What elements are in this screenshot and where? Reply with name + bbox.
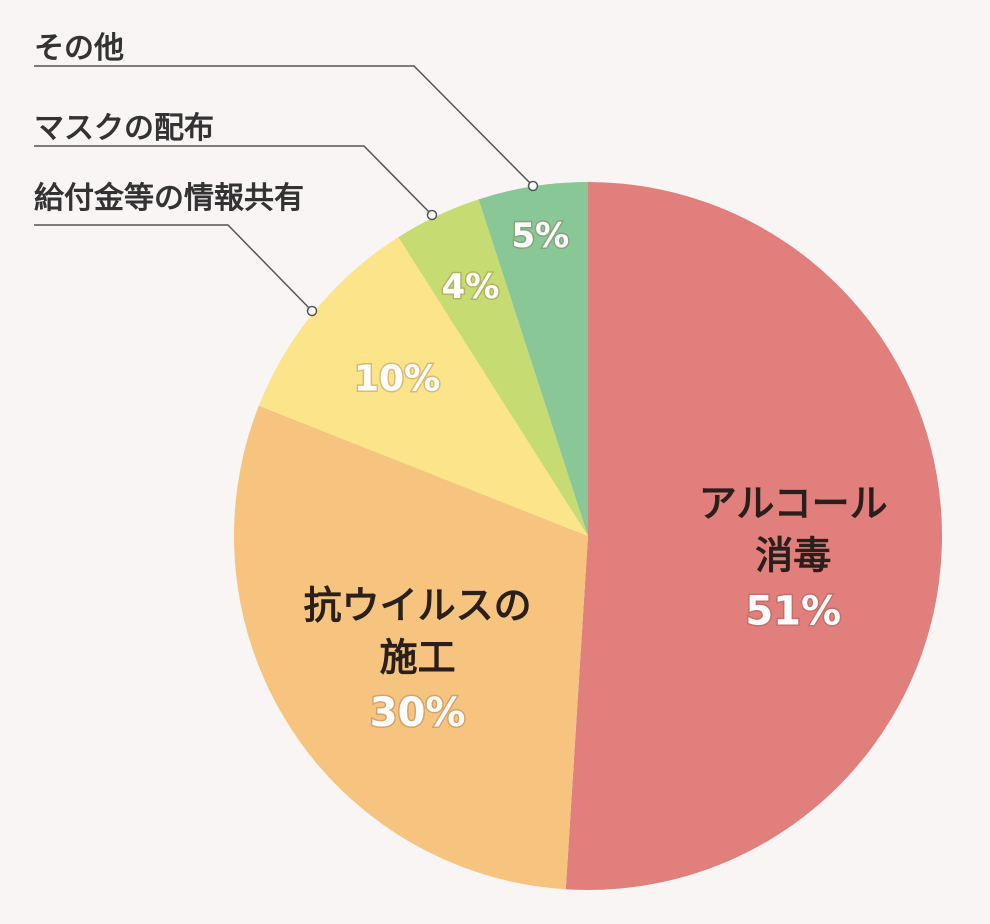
slice-percent-3: 4% [442, 267, 500, 307]
slice-label-1-line-0: 抗ウイルスの [304, 583, 532, 627]
leader-line-3 [34, 145, 433, 216]
slice-percent-1: 30% [370, 690, 466, 736]
pie-slice-2 [258, 237, 588, 536]
leader-line-4 [34, 65, 534, 187]
pie-slice-3 [398, 199, 588, 536]
slice-label-0-line-0: アルコール [699, 482, 888, 526]
pie-slice-0 [565, 182, 943, 891]
leader-dot-2 [306, 305, 318, 317]
leader-dot-4 [527, 180, 539, 192]
slice-percent-4: 5% [512, 216, 570, 256]
slice-label-3: マスクの配布 [34, 111, 214, 146]
leader-dot-3 [426, 209, 438, 221]
slice-percent-0: 51% [745, 588, 841, 634]
slice-percent-2: 10% [354, 359, 440, 400]
leader-line-2 [34, 224, 313, 312]
slice-label-2: 給付金等の情報共有 [34, 181, 304, 216]
slice-label-4: その他 [34, 31, 124, 66]
slice-label-0-line-1: 消毒 [755, 534, 831, 578]
pie-slice-4 [478, 182, 588, 536]
slice-label-1-line-1: 施工 [380, 635, 456, 679]
pie-slice-1 [234, 405, 588, 890]
